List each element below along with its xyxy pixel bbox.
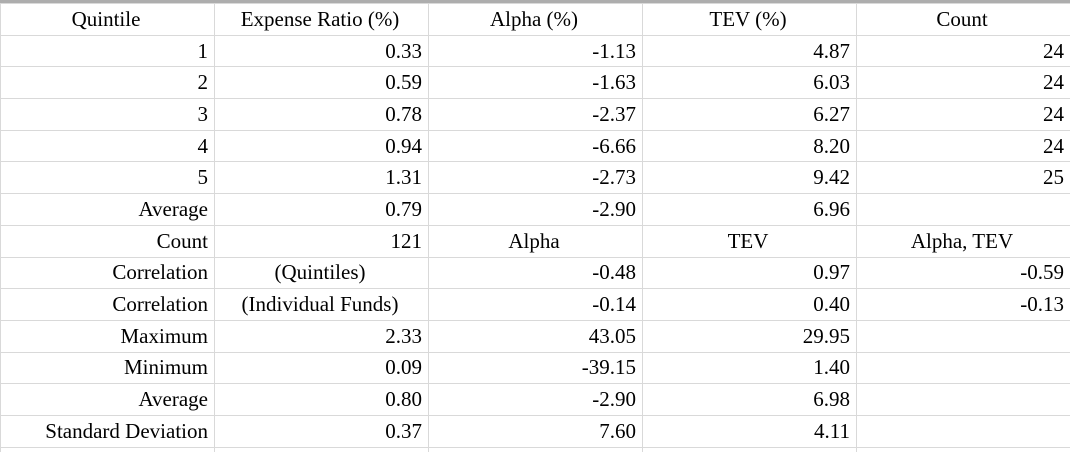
table-cell[interactable] [856,383,1070,416]
table-cell[interactable]: Maximum [0,319,215,353]
table-cell[interactable]: 7.60 [428,414,643,448]
table-cell[interactable]: 0.59 [214,66,429,100]
table-cell[interactable]: 29.95 [642,319,857,353]
table-cell[interactable]: -1.63 [428,66,643,100]
table-cell[interactable]: 121 [214,224,429,258]
table-row: 5 1.31 -2.73 9.42 25 [0,161,1070,195]
table-cell[interactable]: 24 [856,98,1070,131]
header-row: Quintile Expense Ratio (%) Alpha (%) TEV (%… [0,3,1070,36]
table-cell[interactable]: -1.13 [428,34,643,68]
table-cell[interactable]: 1.31 [214,161,429,195]
column-header[interactable]: Quintile [0,3,215,36]
table-cell[interactable]: -0.13 [856,288,1070,321]
table-cell[interactable] [642,446,857,452]
table-cell[interactable]: -2.90 [428,383,643,416]
table-cell[interactable]: 24 [856,34,1070,68]
table-cell[interactable]: -6.66 [428,129,643,163]
column-header[interactable]: Alpha (%) [428,3,643,36]
table-cell[interactable] [856,446,1070,452]
table-row: Average 0.80 -2.90 6.98 [0,383,1070,416]
table-cell[interactable]: 6.98 [642,383,857,416]
table-cell[interactable]: Minimum [0,351,215,385]
table-cell[interactable]: 0.78 [214,98,429,131]
table-row: Count 121 Alpha TEV Alpha, TEV [0,224,1070,258]
table-row: 1 0.33 -1.13 4.87 24 [0,34,1070,68]
table-cell[interactable]: 1 [0,34,215,68]
table-row: 3 0.78 -2.37 6.27 24 [0,98,1070,131]
table-cell[interactable]: Average [0,383,215,416]
table-cell[interactable]: 3 [0,98,215,131]
table-cell[interactable]: 4 [0,129,215,163]
table-cell[interactable]: -0.14 [428,288,643,321]
table-cell[interactable] [428,446,643,452]
table-cell[interactable]: 8.20 [642,129,857,163]
table-cell[interactable]: -39.15 [428,351,643,385]
table-cell[interactable]: Correlation [0,288,215,321]
table-cell[interactable]: 0.33 [214,34,429,68]
table-header: Quintile Expense Ratio (%) Alpha (%) TEV (%… [0,3,1070,36]
table-cell[interactable] [856,319,1070,353]
table-cell[interactable]: (Quintiles) [214,256,429,290]
table-cell[interactable]: 6.03 [642,66,857,100]
table-cell[interactable]: 43.05 [428,319,643,353]
table-cell[interactable] [214,446,429,452]
table-cell[interactable]: Average [0,193,215,226]
table-cell[interactable]: 0.09 [214,351,429,385]
table-cell[interactable]: 2.33 [214,319,429,353]
table-cell[interactable]: -2.37 [428,98,643,131]
table-cell[interactable]: 0.40 [642,288,857,321]
column-header[interactable]: TEV (%) [642,3,857,36]
table-row: Standard Deviation 0.37 7.60 4.11 [0,414,1070,448]
table-cell[interactable]: 0.97 [642,256,857,290]
table-row: Average 0.79 -2.90 6.96 [0,193,1070,226]
table-row: Correlation (Individual Funds) -0.14 0.40 -0… [0,288,1070,321]
table-cell[interactable]: 1.40 [642,351,857,385]
table-cell[interactable]: Count [0,224,215,258]
table-body: 1 0.33 -1.13 4.87 24 2 0.59 -1.63 6.03 24 3 0.78 -2.… [0,34,1070,452]
table-cell[interactable]: 0.80 [214,383,429,416]
table-cell[interactable]: 24 [856,129,1070,163]
table-row: Correlation (Quintiles) -0.48 0.97 -0.59 [0,256,1070,290]
table-cell[interactable]: 4.11 [642,414,857,448]
partial-row [0,446,1070,452]
table-row: Maximum 2.33 43.05 29.95 [0,319,1070,353]
column-header[interactable]: Expense Ratio (%) [214,3,429,36]
table-cell[interactable]: 25 [856,161,1070,195]
table-cell[interactable]: 6.96 [642,193,857,226]
table-cell[interactable]: 2 [0,66,215,100]
table-row: 4 0.94 -6.66 8.20 24 [0,129,1070,163]
table-row: 2 0.59 -1.63 6.03 24 [0,66,1070,100]
table-cell[interactable]: TEV [642,224,857,258]
table-cell[interactable] [0,446,215,452]
table-row: Minimum 0.09 -39.15 1.40 [0,351,1070,385]
table-cell[interactable]: Alpha, TEV [856,224,1070,258]
table-cell[interactable]: 24 [856,66,1070,100]
table-cell[interactable] [856,351,1070,385]
table-cell[interactable]: 0.94 [214,129,429,163]
table-cell[interactable]: -0.59 [856,256,1070,290]
table-cell[interactable]: 0.79 [214,193,429,226]
table-cell[interactable]: Correlation [0,256,215,290]
column-header[interactable]: Count [856,3,1070,36]
table-cell[interactable]: Alpha [428,224,643,258]
table-cell[interactable]: -2.90 [428,193,643,226]
table-cell[interactable]: 4.87 [642,34,857,68]
table-cell[interactable]: 0.37 [214,414,429,448]
table-cell[interactable]: Standard Deviation [0,414,215,448]
table-cell[interactable]: -0.48 [428,256,643,290]
table-cell[interactable]: 5 [0,161,215,195]
table-cell[interactable] [856,193,1070,226]
table-cell[interactable]: 9.42 [642,161,857,195]
table-cell[interactable]: 6.27 [642,98,857,131]
quintile-table: Quintile Expense Ratio (%) Alpha (%) TEV (%… [0,3,1070,452]
table-cell[interactable]: -2.73 [428,161,643,195]
table-cell[interactable] [856,414,1070,448]
table-cell[interactable]: (Individual Funds) [214,288,429,321]
